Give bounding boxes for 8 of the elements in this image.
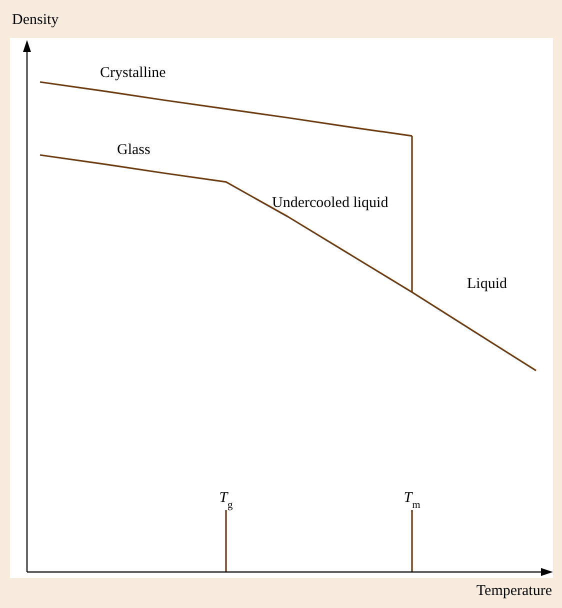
annotation: Undercooled liquid	[272, 195, 389, 211]
y-axis-title: Density	[12, 12, 60, 28]
series-label: Crystalline	[100, 65, 166, 81]
x-tick-label: T$_{m}$	[404, 490, 420, 510]
annotation: Liquid	[467, 276, 508, 292]
x-tick-label: T$_{g}$	[219, 490, 234, 510]
annotation: Glass	[117, 142, 150, 158]
x-axis-title: Temperature	[476, 583, 552, 599]
